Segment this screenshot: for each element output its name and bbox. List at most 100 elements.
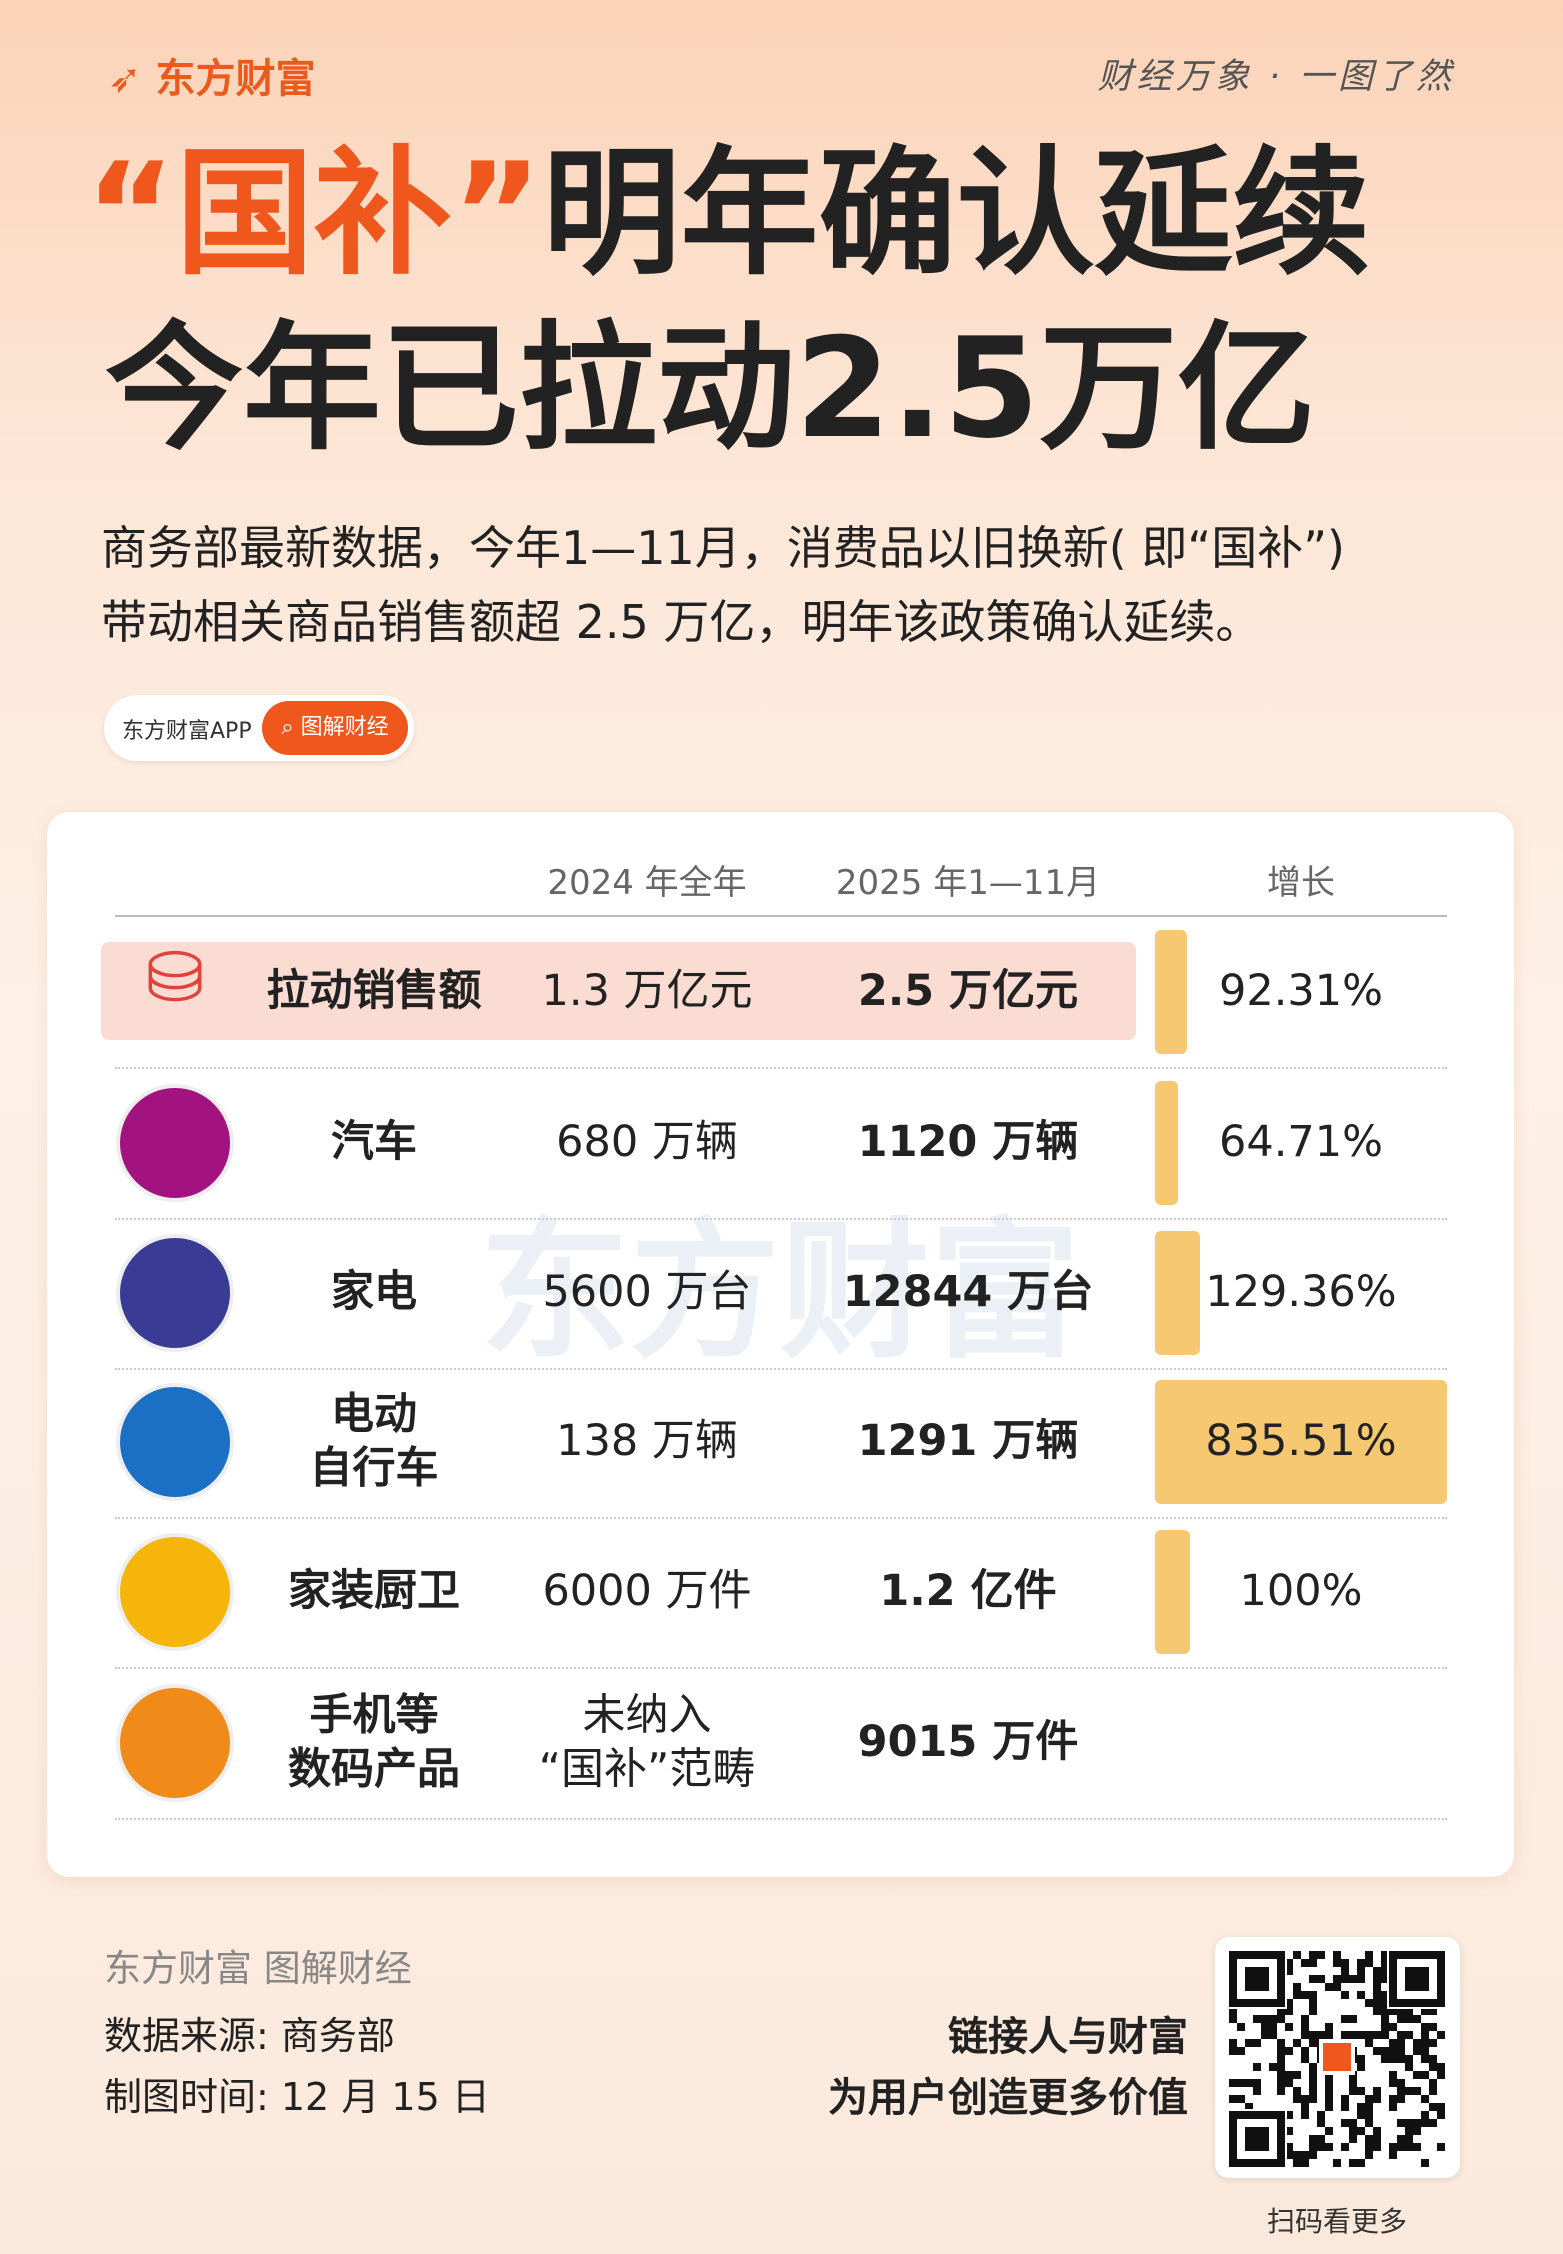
qr-module	[1341, 2143, 1349, 2151]
qr-module	[1373, 1983, 1381, 1991]
qr-module	[1405, 2031, 1413, 2039]
qr-module	[1421, 2047, 1429, 2055]
qr-module	[1365, 2143, 1373, 2151]
qr-module	[1421, 2055, 1429, 2063]
row-separator	[115, 1667, 1447, 1669]
value-2025: 2.5 万亿元	[857, 966, 1079, 1017]
row-label-line: 数码产品	[288, 1744, 460, 1794]
qr-module	[1365, 1951, 1373, 1959]
title-line1: “国补”明年确认延续	[85, 145, 1370, 283]
qr-module	[1373, 2135, 1381, 2143]
qr-module	[1309, 2135, 1317, 2143]
qr-module	[1365, 2039, 1373, 2047]
qr-module	[1349, 2135, 1357, 2143]
qr-module	[1429, 2023, 1437, 2031]
qr-module	[1277, 2079, 1285, 2087]
qr-module	[1277, 2015, 1285, 2023]
qr-module	[1405, 2087, 1413, 2095]
qr-module	[1437, 2143, 1445, 2151]
qr-module	[1413, 2047, 1421, 2055]
qr-module	[1373, 1991, 1381, 1999]
qr-module	[1301, 2023, 1309, 2031]
qr-module	[1285, 2079, 1293, 2087]
qr-module	[1323, 2043, 1351, 2071]
row-label-line: 家电	[331, 1267, 417, 1318]
footer-brand: 东方财富 图解财经	[104, 1947, 412, 1990]
qr-module	[1277, 2071, 1285, 2079]
row-label-line: 拉动销售额	[266, 966, 482, 1017]
title-highlight: “国补”	[85, 133, 543, 294]
qr-module	[1309, 2007, 1317, 2015]
qr-module	[1373, 2087, 1381, 2095]
qr-module	[1349, 2119, 1357, 2127]
qr-module	[1365, 2111, 1373, 2119]
qr-module	[1309, 2071, 1317, 2079]
qr-module	[1349, 2087, 1357, 2095]
qr-code[interactable]	[1215, 1937, 1460, 2178]
qr-module	[1325, 2143, 1333, 2151]
qr-module	[1285, 1959, 1293, 1967]
qr-module	[1413, 2039, 1421, 2047]
qr-module	[1389, 2103, 1397, 2111]
qr-module	[1229, 2007, 1237, 2015]
qr-module	[1373, 1975, 1381, 1983]
qr-module	[1349, 2031, 1357, 2039]
qr-module	[1325, 2103, 1333, 2111]
qr-module	[1317, 2031, 1325, 2039]
qr-module	[1301, 1991, 1309, 1999]
qr-module	[1261, 2015, 1269, 2023]
qr-module	[1381, 1991, 1389, 1999]
qr-module	[1341, 2119, 1349, 2127]
title-rest: 明年确认延续	[542, 133, 1371, 294]
qr-module	[1253, 2079, 1261, 2087]
qr-module	[1397, 2031, 1405, 2039]
qr-module	[1253, 2087, 1261, 2095]
row-separator	[115, 1067, 1447, 1069]
qr-module	[1429, 2119, 1437, 2127]
qr-pattern	[1227, 1949, 1447, 2169]
qr-module	[1285, 2023, 1293, 2031]
qr-module	[1237, 2023, 1245, 2031]
qr-module	[1309, 2031, 1317, 2039]
qr-module	[1373, 2095, 1381, 2103]
qr-module	[1381, 1959, 1389, 1967]
qr-module	[1317, 1951, 1325, 1959]
growth-bar	[1155, 1081, 1178, 1205]
qr-module	[1309, 2151, 1317, 2159]
value-2025: 1120 万辆	[857, 1117, 1079, 1168]
qr-module	[1389, 2071, 1397, 2079]
qr-module	[1349, 1975, 1357, 1983]
title-line2: 今年已拉动2.5万亿	[105, 308, 1316, 469]
qr-module	[1285, 2111, 1293, 2119]
qr-module	[1389, 2007, 1397, 2015]
growth-label: 100%	[1239, 1566, 1363, 1617]
slogan: 财经万象 · 一图了然	[1097, 57, 1455, 97]
qr-module	[1277, 2039, 1285, 2047]
tag: 东方财富APP ⌕ 图解财经	[104, 695, 414, 761]
qr-module	[1341, 1959, 1349, 1967]
qr-module	[1373, 2127, 1381, 2135]
icon	[120, 1387, 230, 1497]
qr-module	[1349, 2015, 1357, 2023]
qr-module	[1357, 2127, 1365, 2135]
value-2024-line: 6000 万件	[542, 1566, 752, 1617]
qr-module	[1237, 2095, 1245, 2103]
row-separator	[115, 1368, 1447, 1370]
qr-module	[1301, 1959, 1309, 1967]
brand-text: 东方财富	[155, 56, 316, 102]
value-2025: 9015 万件	[857, 1717, 1079, 1768]
qr-module	[1309, 2087, 1317, 2095]
qr-module	[1245, 2039, 1253, 2047]
qr-module	[1389, 2055, 1397, 2063]
column-header: 2024 年全年	[547, 862, 747, 903]
tag-search: 图解财经	[300, 715, 389, 740]
row-label-line: 汽车	[331, 1117, 417, 1168]
search-button[interactable]: ⌕ 图解财经	[262, 701, 408, 755]
qr-module	[1429, 2063, 1437, 2071]
qr-module	[1421, 2023, 1429, 2031]
qr-module	[1357, 2031, 1365, 2039]
qr-module	[1413, 2127, 1421, 2135]
qr-module	[1277, 2055, 1285, 2063]
qr-module	[1405, 2007, 1413, 2015]
